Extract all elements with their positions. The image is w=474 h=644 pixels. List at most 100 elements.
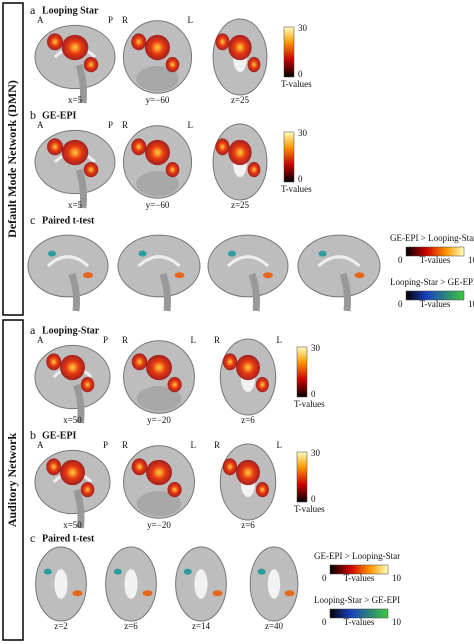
activation xyxy=(165,57,180,73)
activation xyxy=(46,353,62,371)
panel-letter: b xyxy=(30,108,36,122)
brain-image xyxy=(212,18,268,96)
colorbar-max: 30 xyxy=(311,448,321,458)
cerebellum xyxy=(136,171,179,197)
panel-title: Paired t-test xyxy=(42,533,95,544)
activation xyxy=(247,162,261,178)
activation xyxy=(228,34,252,61)
colorbar-max: 30 xyxy=(311,343,321,353)
brain-image xyxy=(34,24,116,104)
activation xyxy=(131,353,148,371)
activation xyxy=(146,354,172,381)
section-label: Auditory Network xyxy=(5,433,19,528)
orientation-label: R xyxy=(214,335,220,345)
brain-image xyxy=(219,443,277,521)
brainstem xyxy=(75,168,87,209)
legend-min: 0 xyxy=(398,299,403,309)
orientation-label: R xyxy=(122,120,128,130)
brainstem xyxy=(75,63,87,104)
orientation-label: L xyxy=(191,440,197,450)
activation xyxy=(131,138,147,156)
activation xyxy=(354,272,365,279)
slice-caption: z=25 xyxy=(231,200,250,210)
activation xyxy=(47,33,63,51)
slice-caption: x=5 xyxy=(68,200,83,210)
colorbar xyxy=(296,451,308,503)
panel-letter: c xyxy=(30,531,35,545)
brain-image xyxy=(35,546,87,622)
brainstem xyxy=(339,272,351,312)
legend-min: 0 xyxy=(322,573,327,583)
brain-image xyxy=(34,129,116,209)
activation xyxy=(80,377,95,393)
orientation-label: P xyxy=(108,15,113,25)
brain-outline xyxy=(297,234,381,298)
slice-caption: z=6 xyxy=(241,415,255,425)
legend-bar xyxy=(329,608,389,619)
activation xyxy=(61,34,89,61)
panel-title: Looping-Star xyxy=(42,325,100,336)
activation xyxy=(284,590,295,597)
activation xyxy=(215,138,230,156)
section-box xyxy=(2,319,24,641)
legend-label: T-values xyxy=(420,299,451,309)
brain-image xyxy=(34,449,111,529)
slice-caption: x=50 xyxy=(63,520,82,530)
legend-title: Looping-Star > GE-EPI xyxy=(314,595,400,605)
activation xyxy=(83,162,99,178)
slice-caption: z=40 xyxy=(265,621,284,631)
brain-image xyxy=(249,546,299,622)
brain-image xyxy=(105,546,157,622)
colorbar-label: T-values xyxy=(281,184,312,194)
panel-letter: a xyxy=(30,323,36,337)
legend-bar xyxy=(405,246,465,257)
cerebellum xyxy=(136,66,179,92)
colorbar-min: 0 xyxy=(298,69,303,79)
legend-title: GE-EPI > Looping-Star xyxy=(390,233,474,243)
slice-caption: z=25 xyxy=(231,95,250,105)
section-label: Default Mode Network (DMN) xyxy=(5,80,19,238)
brain-outline xyxy=(117,234,201,298)
legend-min: 0 xyxy=(322,617,327,627)
panel-title: GE-EPI xyxy=(42,110,77,121)
activation xyxy=(318,250,327,257)
slice-caption: y=−60 xyxy=(146,200,170,210)
brainstem xyxy=(68,272,80,312)
colorbar-label: T-values xyxy=(294,399,325,409)
activation xyxy=(43,568,52,575)
legend-max: 10 xyxy=(468,299,474,309)
orientation-label: R xyxy=(122,335,128,345)
brain-image xyxy=(123,445,195,519)
orientation-label: P xyxy=(108,120,113,130)
activation xyxy=(228,250,236,257)
orientation-label: L xyxy=(191,335,197,345)
activation xyxy=(46,458,62,476)
activation xyxy=(215,33,230,51)
colorbar-min: 0 xyxy=(311,494,316,504)
corpus-callosum xyxy=(46,255,90,268)
slice-caption: y=−60 xyxy=(146,95,170,105)
colorbar xyxy=(296,346,308,398)
brain-image xyxy=(34,344,111,424)
orientation-label: R xyxy=(122,440,128,450)
orientation-label: R xyxy=(122,15,128,25)
brain-image xyxy=(297,234,381,312)
orientation-label: L xyxy=(277,335,283,345)
slice-caption: z=6 xyxy=(241,520,255,530)
brainstem xyxy=(159,272,171,312)
orientation-label: A xyxy=(37,15,44,25)
activation xyxy=(228,139,252,166)
ventricles xyxy=(124,569,138,599)
slice-caption: z=14 xyxy=(192,621,211,631)
slice-caption: z=6 xyxy=(124,621,138,631)
slice-caption: z=2 xyxy=(54,621,68,631)
orientation-label: A xyxy=(37,335,44,345)
slice-caption: y=−20 xyxy=(147,520,171,530)
legend-title: GE-EPI > Looping-Star xyxy=(314,551,400,561)
activation xyxy=(80,482,95,498)
activation xyxy=(83,272,93,279)
slice-caption: x=5 xyxy=(68,95,83,105)
legend-bar xyxy=(405,290,465,301)
activation xyxy=(60,354,85,381)
